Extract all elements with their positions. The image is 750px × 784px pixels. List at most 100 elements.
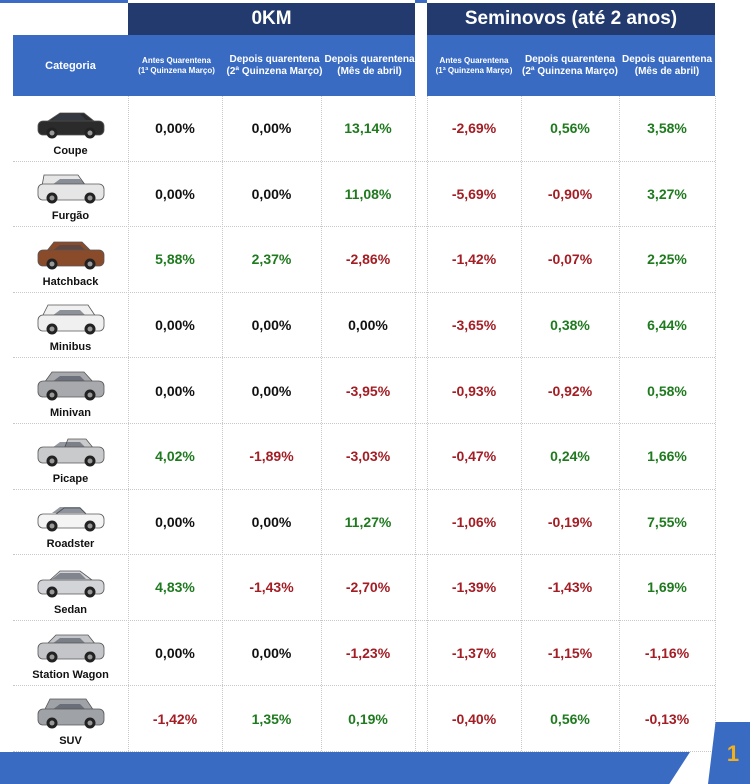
minibus-car-icon [34, 301, 108, 335]
van-car-icon [34, 170, 108, 204]
category-name: SUV [59, 735, 82, 747]
value-cell: 0,00% [128, 358, 222, 423]
value-cell: 3,27% [619, 162, 715, 227]
column-header-row-left: Categoria Antes Quarentena (1ª Quinzena … [13, 35, 415, 96]
value-cell: 1,35% [222, 686, 321, 751]
footer-bar [0, 752, 690, 784]
table-row: Station Wagon 0,00% 0,00% -1,23% -1,37% -1,15… [13, 621, 715, 687]
value-cell: 0,00% [128, 96, 222, 161]
column-header-row-right: Antes Quarentena (1ª Quinzena Março) Dep… [427, 35, 715, 96]
value-cell: -3,95% [321, 358, 415, 423]
value-cell: 1,69% [619, 555, 715, 620]
value-cell: 7,55% [619, 490, 715, 555]
column-header-line2: (2ª Quinzena Março) [522, 66, 618, 78]
value-cell: 2,25% [619, 227, 715, 292]
category-cell: Roadster [13, 490, 128, 555]
station-wagon-car-icon [34, 629, 108, 663]
table-row: Minibus 0,00% 0,00% 0,00% -3,65% 0,38% 6,44% [13, 293, 715, 359]
value-cell: 5,88% [128, 227, 222, 292]
category-name: Coupe [53, 145, 87, 157]
value-cell: -0,93% [427, 358, 521, 423]
value-cell: 4,02% [128, 424, 222, 489]
value-cell: -1,23% [321, 621, 415, 686]
category-cell: SUV [13, 686, 128, 751]
table-row: Picape 4,02% -1,89% -3,03% -0,47% 0,24% 1,66% [13, 424, 715, 490]
value-cell: 0,00% [128, 490, 222, 555]
value-cell: -1,43% [521, 555, 619, 620]
category-name: Station Wagon [32, 669, 109, 681]
column-header-semi-1: Antes Quarentena (1ª Quinzena Março) [427, 56, 521, 76]
value-cell: 0,00% [128, 621, 222, 686]
value-cell: 0,00% [128, 162, 222, 227]
value-cell: 0,24% [521, 424, 619, 489]
value-cell: 3,58% [619, 96, 715, 161]
top-rule-right [415, 0, 427, 3]
value-cell: -1,16% [619, 621, 715, 686]
sedan-car-icon [34, 564, 108, 598]
value-cell: 0,00% [222, 96, 321, 161]
value-cell: 6,44% [619, 293, 715, 358]
category-name: Minibus [50, 341, 92, 353]
value-cell: 0,00% [222, 358, 321, 423]
value-cell: 0,00% [222, 162, 321, 227]
top-rule [0, 0, 128, 3]
column-header-line1: Depois quarentena [622, 54, 712, 66]
value-cell: -1,37% [427, 621, 521, 686]
table-row: Coupe 0,00% 0,00% 13,14% -2,69% 0,56% 3,58% [13, 96, 715, 162]
table-row: SUV -1,42% 1,35% 0,19% -0,40% 0,56% -0,13% [13, 686, 715, 752]
value-cell: 11,27% [321, 490, 415, 555]
value-cell: -0,19% [521, 490, 619, 555]
category-name: Furgão [52, 210, 89, 222]
value-cell: -0,47% [427, 424, 521, 489]
value-cell: 0,58% [619, 358, 715, 423]
value-cell: -5,69% [427, 162, 521, 227]
group-header-seminovos: Seminovos (até 2 anos) [427, 3, 715, 35]
value-cell: -2,86% [321, 227, 415, 292]
coupe-car-icon [34, 105, 108, 139]
price-variation-table: Coupe 0,00% 0,00% 13,14% -2,69% 0,56% 3,58% Fur… [13, 96, 715, 752]
value-cell: -1,42% [427, 227, 521, 292]
category-name: Minivan [50, 407, 91, 419]
table-row: Hatchback 5,88% 2,37% -2,86% -1,42% -0,07% 2,2… [13, 227, 715, 293]
value-cell: -3,65% [427, 293, 521, 358]
suv-car-icon [34, 695, 108, 729]
value-cell: 4,83% [128, 555, 222, 620]
table-row: Furgão 0,00% 0,00% 11,08% -5,69% -0,90% 3,27% [13, 162, 715, 228]
hatchback-car-icon [34, 236, 108, 270]
value-cell: -1,42% [128, 686, 222, 751]
category-cell: Station Wagon [13, 621, 128, 686]
value-cell: -1,89% [222, 424, 321, 489]
column-header-line1: Depois quarentena [229, 54, 319, 66]
value-cell: -2,70% [321, 555, 415, 620]
value-cell: 0,38% [521, 293, 619, 358]
value-cell: 0,00% [222, 621, 321, 686]
value-cell: 0,00% [222, 293, 321, 358]
value-cell: 1,66% [619, 424, 715, 489]
column-header-line1: Antes Quarentena [142, 56, 211, 66]
value-cell: -3,03% [321, 424, 415, 489]
category-name: Picape [53, 473, 88, 485]
category-name: Hatchback [43, 276, 99, 288]
column-header-okm-2: Depois quarentena (2ª Quinzena Março) [225, 54, 324, 78]
category-cell: Hatchback [13, 227, 128, 292]
column-header-line2: (2ª Quinzena Março) [227, 66, 323, 78]
column-header-category: Categoria [13, 60, 128, 72]
column-header-semi-3: Depois quarentena (Mês de abril) [619, 54, 715, 78]
table-row: Minivan 0,00% 0,00% -3,95% -0,93% -0,92% 0,58% [13, 358, 715, 424]
value-cell: -0,92% [521, 358, 619, 423]
value-cell: -0,13% [619, 686, 715, 751]
value-cell: -1,06% [427, 490, 521, 555]
value-cell: 0,00% [128, 293, 222, 358]
category-cell: Minibus [13, 293, 128, 358]
value-cell: 0,00% [222, 490, 321, 555]
value-cell: 2,37% [222, 227, 321, 292]
table-row: Sedan 4,83% -1,43% -2,70% -1,39% -1,43% 1,69% [13, 555, 715, 621]
column-header-line1: Depois quarentena [324, 54, 414, 66]
value-cell: -2,69% [427, 96, 521, 161]
value-cell: -0,07% [521, 227, 619, 292]
pickup-car-icon [34, 433, 108, 467]
category-cell: Sedan [13, 555, 128, 620]
column-divider [715, 96, 716, 751]
page-number: 1 [716, 730, 750, 778]
value-cell: -0,40% [427, 686, 521, 751]
